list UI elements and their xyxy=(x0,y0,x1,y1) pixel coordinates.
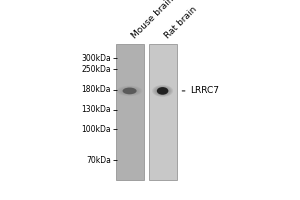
Text: 130kDa: 130kDa xyxy=(81,105,111,114)
Text: LRRC7: LRRC7 xyxy=(182,86,220,95)
Ellipse shape xyxy=(154,86,171,96)
Bar xyxy=(148,44,177,180)
Text: 100kDa: 100kDa xyxy=(81,124,111,134)
Text: Mouse brain: Mouse brain xyxy=(130,0,175,40)
Text: 70kDa: 70kDa xyxy=(86,156,111,165)
Text: 180kDa: 180kDa xyxy=(82,85,111,94)
Ellipse shape xyxy=(157,87,168,95)
Ellipse shape xyxy=(123,88,136,94)
Text: Rat brain: Rat brain xyxy=(163,4,198,40)
Ellipse shape xyxy=(152,85,173,97)
Text: 250kDa: 250kDa xyxy=(81,65,111,74)
Text: 300kDa: 300kDa xyxy=(81,54,111,63)
Bar xyxy=(116,44,144,180)
Ellipse shape xyxy=(153,86,172,96)
